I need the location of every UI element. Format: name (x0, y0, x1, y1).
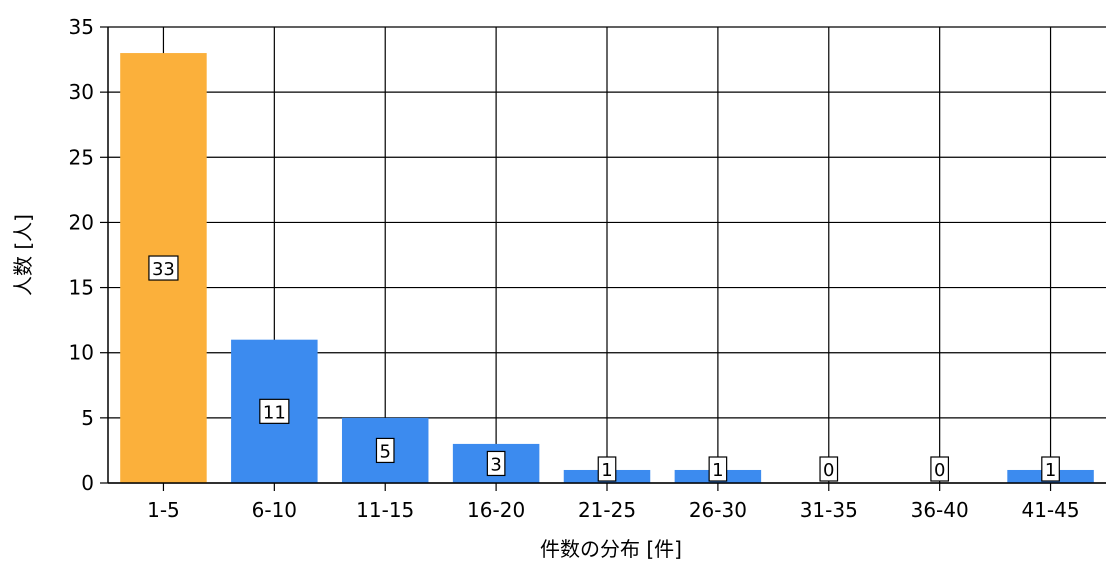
data-label-text: 0 (934, 460, 945, 481)
data-label-text: 5 (379, 441, 390, 462)
data-label-box (259, 398, 290, 424)
x-axis-title: 件数の分布 [件] (540, 537, 682, 561)
x-tick-label: 36-40 (911, 498, 969, 522)
x-tick-label: 31-35 (800, 498, 858, 522)
data-label: 1 (597, 456, 617, 482)
x-tick-label: 16-20 (467, 498, 525, 522)
data-label-text: 1 (712, 460, 723, 481)
data-label: 0 (930, 456, 950, 482)
data-label-box (486, 450, 506, 477)
data-label-text: 1 (1045, 460, 1056, 481)
x-tick-label: 11-15 (356, 498, 414, 522)
data-label-box (819, 456, 839, 482)
y-tick-label: 10 (69, 341, 94, 365)
data-label: 11 (259, 398, 290, 424)
y-tick-label: 35 (69, 15, 94, 39)
y-tick-label: 0 (81, 471, 94, 495)
y-tick-label: 15 (69, 276, 94, 300)
data-label-box (148, 255, 179, 281)
data-label-text: 1 (601, 460, 612, 481)
data-label-text: 11 (263, 402, 286, 423)
data-label-box (708, 456, 728, 482)
data-label-box (930, 456, 950, 482)
y-tick-label: 5 (81, 406, 94, 430)
y-tick-label: 25 (69, 145, 94, 169)
data-label: 1 (1041, 456, 1060, 482)
x-tick-label: 6-10 (252, 498, 297, 522)
data-label: 3 (486, 450, 506, 477)
y-tick-label: 20 (69, 210, 94, 234)
x-tick-label: 26-30 (689, 498, 747, 522)
data-label-text: 0 (823, 460, 834, 481)
data-label-text: 3 (490, 454, 501, 475)
data-label-box (1041, 456, 1060, 482)
data-label: 0 (819, 456, 839, 482)
data-label: 1 (708, 456, 728, 482)
y-tick-label: 30 (69, 80, 94, 104)
x-tick-label: 21-25 (578, 498, 636, 522)
data-label-text: 33 (152, 259, 175, 280)
y-axis-title: 人数 [人] (11, 214, 35, 296)
data-label-box (597, 456, 617, 482)
data-label: 5 (375, 437, 395, 464)
x-tick-label: 41-45 (1021, 498, 1079, 522)
data-label-box (375, 437, 395, 464)
data-label: 33 (148, 255, 179, 281)
x-tick-label: 1-5 (147, 498, 180, 522)
